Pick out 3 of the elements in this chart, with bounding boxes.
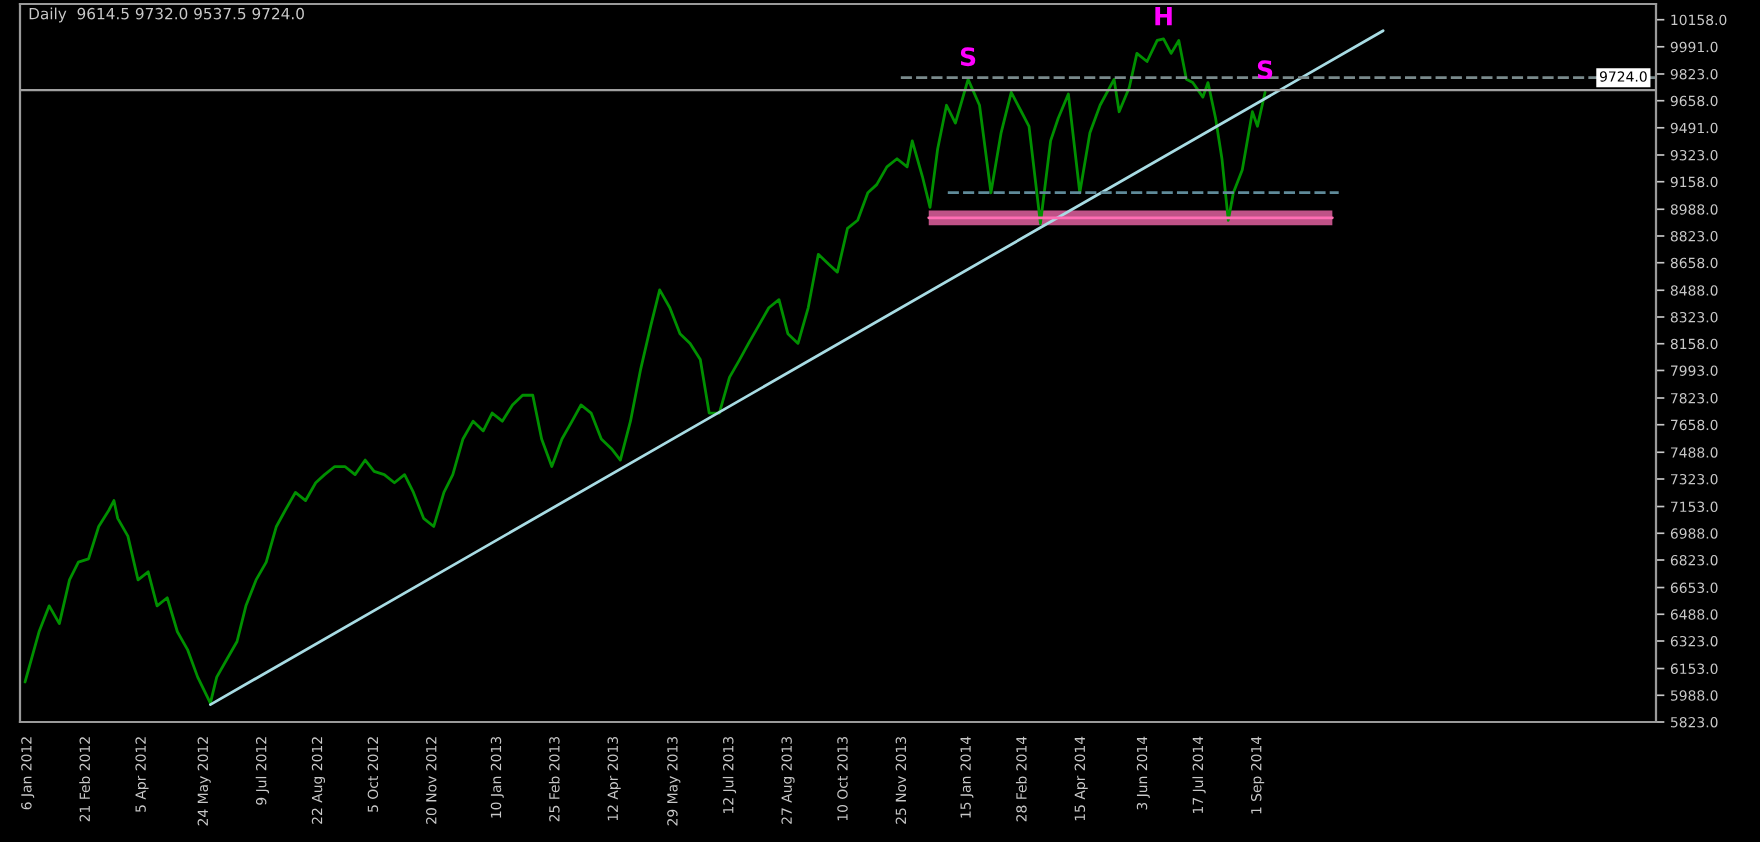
annotation: S [1257, 60, 1273, 80]
annotation: H [1155, 7, 1172, 26]
annotation: S [960, 47, 976, 67]
